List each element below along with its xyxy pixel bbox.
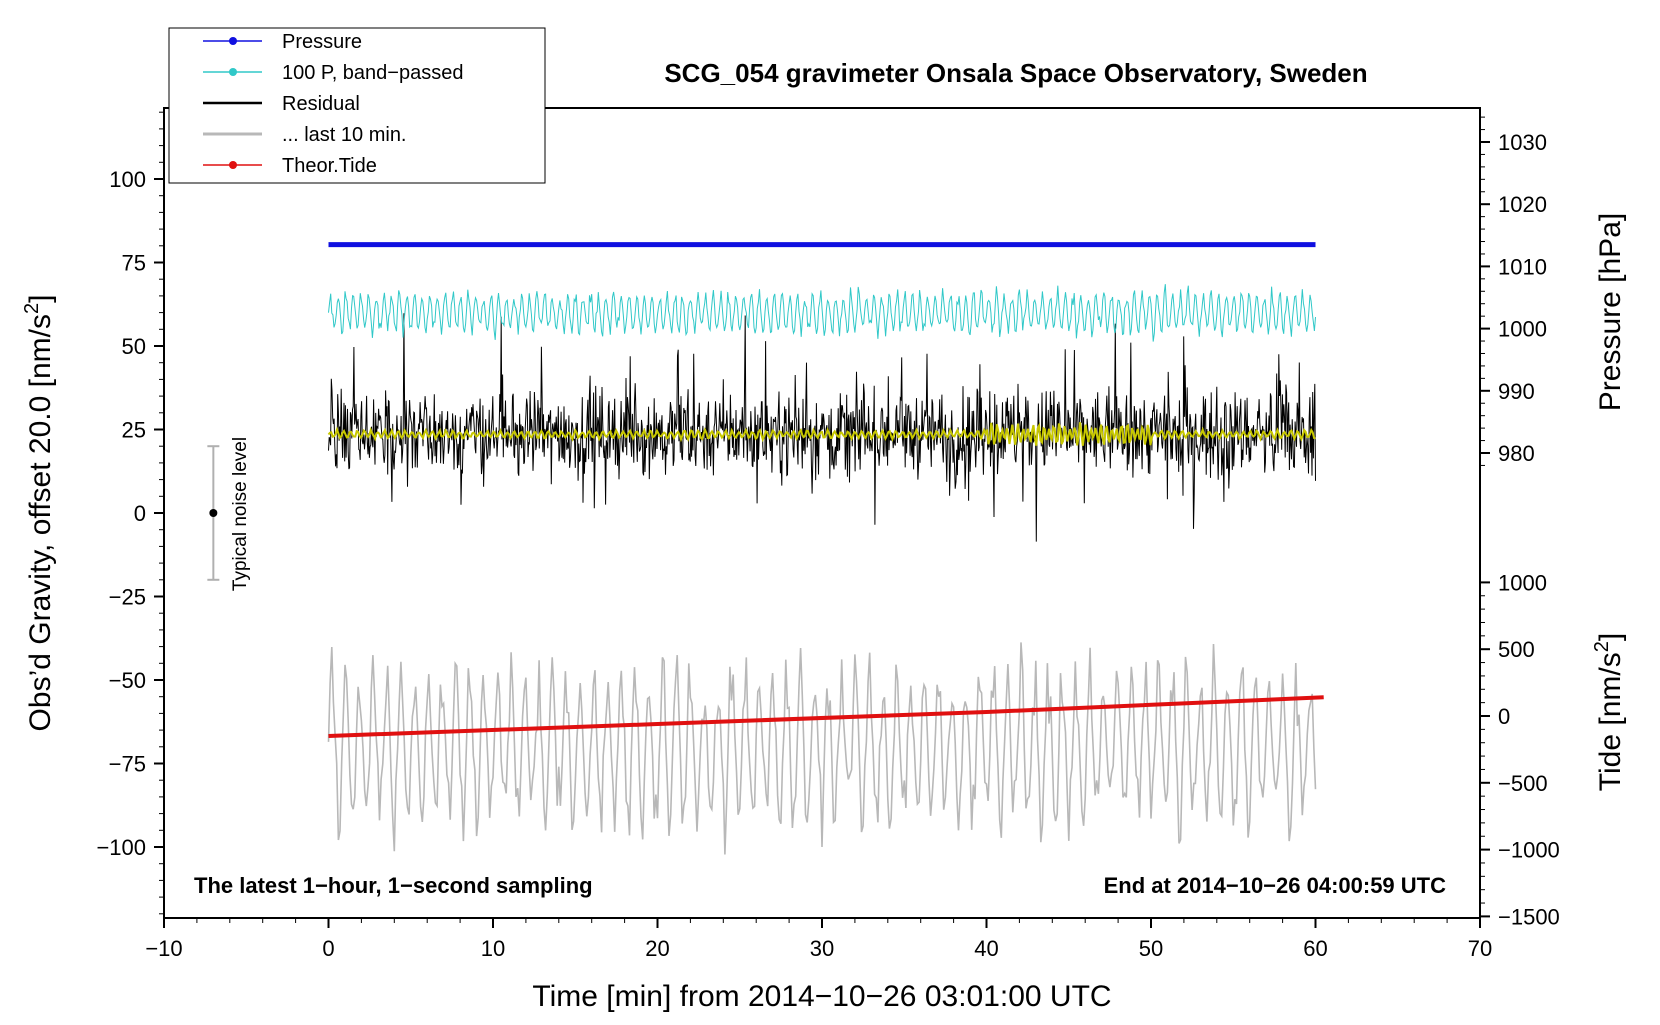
- y-tick-label: −50: [109, 668, 146, 693]
- annotation-right: End at 2014−10−26 04:00:59 UTC: [1104, 873, 1447, 898]
- y-tick-label: −75: [109, 752, 146, 777]
- x-axis-title: Time [min] from 2014−10−26 03:01:00 UTC: [532, 980, 1111, 1013]
- y-axis-title-main: Obs’d Gravity, offset 20.0 [nm/s: [24, 314, 57, 731]
- legend-label: 100 P, band−passed: [282, 62, 463, 84]
- legend-label: Theor.Tide: [282, 155, 377, 177]
- y-axis-title: Obs’d Gravity, offset 20.0 [nm/s2]: [21, 295, 57, 732]
- y-tick-label: 0: [134, 501, 146, 526]
- pressure-axis-ticks: 1030 1020 1010 1000 990 980: [1480, 116, 1547, 466]
- y-tick-label: −25: [109, 585, 146, 610]
- pressure-tick-label: 980: [1498, 441, 1535, 466]
- noise-level-indicator: [207, 445, 220, 581]
- y-tick-label: 50: [122, 334, 146, 359]
- tide-tick-label: −500: [1498, 771, 1548, 796]
- tide-tick-label: 1000: [1498, 570, 1547, 595]
- tide-tick-label: 0: [1498, 704, 1510, 729]
- pressure-tick-label: 1030: [1498, 130, 1547, 155]
- tide-axis-title-sup: 2: [1591, 641, 1613, 652]
- noise-bar-center-dot: [209, 509, 218, 517]
- pressure-tick-label: 1010: [1498, 254, 1547, 279]
- y-tick-label: −100: [96, 835, 146, 860]
- legend: Pressure 100 P, band−passed Residual ... la…: [168, 27, 546, 184]
- y-axis-title-sup: 2: [21, 303, 43, 314]
- x-tick-label: 40: [974, 936, 998, 961]
- series-residual-smoothed-line: [327, 422, 1316, 446]
- noise-level-label: Typical noise level: [230, 437, 251, 591]
- x-tick-label: 30: [810, 936, 834, 961]
- legend-marker: [229, 161, 237, 169]
- x-axis-ticks: −10 0 10 20 30 40 50 60 70: [145, 918, 1492, 961]
- y-tick-label: 25: [122, 418, 146, 443]
- tide-tick-label: −1500: [1498, 904, 1560, 929]
- series-layer: [327, 242, 1324, 855]
- pressure-axis-title: Pressure [hPa]: [1594, 213, 1627, 411]
- legend-marker: [229, 37, 237, 45]
- legend-marker: [229, 68, 237, 76]
- series-last-10-min-line: [327, 642, 1317, 855]
- tide-axis-title: Tide [nm/s2]: [1591, 633, 1627, 791]
- y-axis-ticks: 100 75 50 25 0 −25 −50 −75 −100: [96, 111, 164, 915]
- legend-label: Residual: [282, 93, 360, 115]
- tide-axis-ticks: 1000 500 0 −500 −1000 −1500: [1480, 570, 1560, 929]
- x-tick-label: 20: [645, 936, 669, 961]
- tide-tick-label: 500: [1498, 637, 1535, 662]
- tide-axis-title-main: Tide [nm/s: [1594, 652, 1627, 791]
- tide-tick-label: −1000: [1498, 838, 1560, 863]
- x-tick-label: −10: [145, 936, 182, 961]
- tide-axis-title-end: ]: [1594, 633, 1627, 641]
- series-residual-line: [328, 313, 1316, 542]
- pressure-tick-label: 1000: [1498, 317, 1547, 342]
- x-tick-label: 10: [481, 936, 505, 961]
- legend-label: ... last 10 min.: [282, 124, 407, 146]
- x-tick-label: 60: [1303, 936, 1327, 961]
- legend-box: [168, 27, 546, 184]
- x-tick-label: 70: [1468, 936, 1492, 961]
- annotation-left: The latest 1−hour, 1−second sampling: [194, 873, 593, 898]
- y-tick-label: 75: [122, 251, 146, 276]
- pressure-tick-label: 990: [1498, 379, 1535, 404]
- chart-title: SCG_054 gravimeter Onsala Space Observat…: [664, 58, 1367, 88]
- y-axis-title-end: ]: [24, 295, 57, 303]
- series-theoretical-tide-line: [328, 695, 1324, 738]
- y-tick-label: 100: [109, 167, 146, 192]
- pressure-tick-label: 1020: [1498, 192, 1547, 217]
- series-bandpassed-pressure-line: [328, 284, 1316, 342]
- legend-label: Pressure: [282, 31, 362, 53]
- x-tick-label: 50: [1139, 936, 1163, 961]
- x-tick-label: 0: [322, 936, 334, 961]
